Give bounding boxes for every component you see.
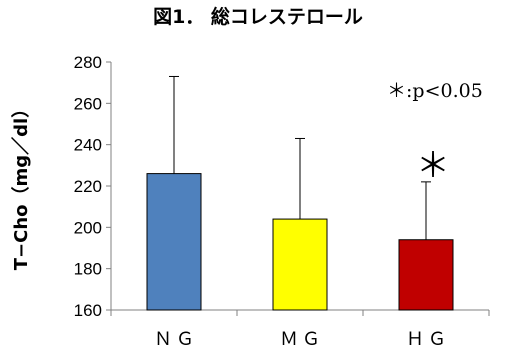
y-tick-label: 240: [74, 136, 102, 155]
y-tick-label: 180: [74, 260, 102, 279]
significance-note: ＊:p<0.05: [387, 80, 483, 102]
chart-title: 図1． 総コレステロール: [153, 5, 363, 28]
y-tick-label: 160: [74, 301, 102, 320]
y-tick-label: 220: [74, 177, 102, 196]
significance-mark: ＊: [416, 146, 450, 186]
bar: [146, 173, 202, 311]
plot-area: 160 180 200 220 240 260 280 ＮＧ ＭＧ ＨＧ ＊: [74, 53, 490, 350]
x-tick-label: ＭＧ: [280, 329, 324, 350]
y-tick-label: 260: [74, 94, 102, 113]
y-tick-label: 200: [74, 218, 102, 237]
x-tick-label: ＨＧ: [406, 329, 450, 350]
bar: [398, 239, 454, 311]
y-axis-label: T−Cho（mg／dl）: [11, 100, 32, 270]
x-tick-label: ＮＧ: [154, 329, 198, 350]
bar: [272, 218, 328, 311]
y-tick-label: 280: [74, 53, 102, 72]
